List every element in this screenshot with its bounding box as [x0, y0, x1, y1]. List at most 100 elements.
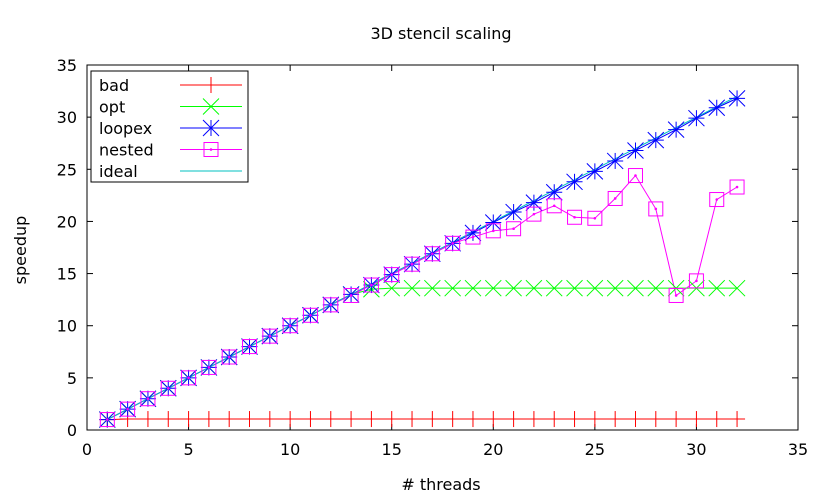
point-opt: [403, 279, 421, 297]
point-nested: [424, 246, 440, 262]
point-loopex: [647, 131, 665, 149]
point-bad: [546, 411, 563, 428]
point-nested: [709, 192, 725, 208]
legend-marker-nested: [203, 142, 219, 157]
point-bad: [607, 411, 624, 428]
point-bad: [729, 411, 746, 428]
point-nested: [120, 401, 136, 417]
point-loopex: [505, 203, 522, 221]
point-loopex: [464, 224, 482, 242]
legend-marker-loopex: [202, 119, 220, 137]
point-nested: [302, 307, 318, 323]
point-bad: [221, 411, 238, 428]
point-opt: [708, 279, 726, 297]
point-bad: [505, 411, 522, 428]
point-nested: [201, 359, 217, 375]
legend-label-opt: opt: [99, 98, 125, 117]
point-loopex: [627, 142, 644, 159]
point-loopex: [545, 183, 563, 201]
point-bad: [282, 411, 299, 428]
point-bad: [586, 411, 603, 428]
point-loopex: [586, 163, 604, 180]
legend-label-nested: nested: [99, 141, 154, 160]
point-opt: [464, 279, 482, 297]
point-nested: [485, 223, 501, 239]
y-axis-label: speedup: [11, 216, 30, 285]
point-opt: [484, 279, 502, 297]
point-bad: [200, 411, 217, 428]
point-nested: [242, 339, 258, 355]
x-tick-label: 10: [280, 440, 300, 459]
y-tick-label: 15: [57, 265, 77, 284]
y-tick-label: 20: [57, 212, 77, 231]
point-bad: [708, 411, 725, 428]
axis-ticks: 0 5 10 15 20 25 30 35 0 5 10 15 20 25 30 35: [57, 56, 809, 459]
point-nested: [567, 209, 583, 225]
point-opt: [505, 279, 522, 297]
point-nested: [140, 391, 156, 407]
point-opt: [627, 279, 644, 297]
point-nested: [384, 267, 400, 283]
y-tick-label: 0: [67, 421, 77, 440]
point-bad: [160, 411, 177, 428]
point-bad: [464, 411, 481, 428]
point-nested: [526, 206, 542, 222]
point-bad: [688, 411, 705, 428]
point-bad: [404, 411, 421, 428]
point-bad: [139, 411, 156, 428]
point-bad: [343, 411, 360, 428]
point-nested: [465, 229, 481, 245]
point-nested: [282, 318, 298, 334]
point-opt: [586, 279, 604, 297]
legend-label-ideal: ideal: [99, 162, 138, 181]
point-opt: [423, 279, 441, 297]
point-nested: [506, 221, 522, 237]
point-nested: [607, 190, 623, 206]
x-tick-label: 30: [686, 440, 706, 459]
point-bad: [261, 411, 278, 428]
plot-frame: [86, 64, 799, 431]
point-loopex: [525, 194, 543, 212]
point-nested: [160, 380, 176, 396]
y-tick-label: 5: [67, 369, 77, 388]
point-nested: [363, 277, 379, 293]
point-loopex: [667, 121, 685, 139]
y-tick-label: 10: [57, 317, 77, 336]
point-bad: [525, 411, 542, 428]
point-loopex: [728, 90, 746, 107]
x-tick-label: 25: [585, 440, 605, 459]
x-tick-label: 5: [183, 440, 193, 459]
point-nested: [729, 179, 745, 195]
chart-title: 3D stencil scaling: [370, 24, 511, 43]
point-loopex: [606, 152, 624, 170]
y-tick-label: 35: [57, 56, 77, 75]
legend-box: [90, 70, 249, 183]
series-line-opt: [107, 287, 738, 421]
point-nested: [627, 168, 643, 184]
point-bad: [424, 411, 441, 428]
point-opt: [647, 279, 665, 297]
point-bad: [180, 411, 197, 428]
point-opt: [383, 279, 401, 297]
legend-marker-opt: [202, 98, 220, 115]
legend: bad opt loopex nested ideal: [90, 70, 249, 183]
point-opt: [566, 279, 583, 297]
point-nested: [648, 201, 664, 217]
point-bad: [302, 411, 319, 428]
point-opt: [444, 279, 462, 297]
point-bad: [363, 411, 380, 428]
point-bad: [566, 411, 583, 428]
point-bad: [647, 411, 664, 428]
point-nested: [99, 412, 115, 428]
point-bad: [668, 411, 685, 428]
point-loopex: [708, 99, 726, 117]
point-bad: [322, 411, 339, 428]
point-loopex: [566, 173, 583, 191]
point-opt: [606, 279, 624, 297]
point-nested: [404, 256, 420, 272]
point-bad: [485, 411, 502, 428]
y-tick-label: 25: [57, 160, 77, 179]
x-tick-label: 35: [788, 440, 808, 459]
point-bad: [627, 411, 644, 428]
